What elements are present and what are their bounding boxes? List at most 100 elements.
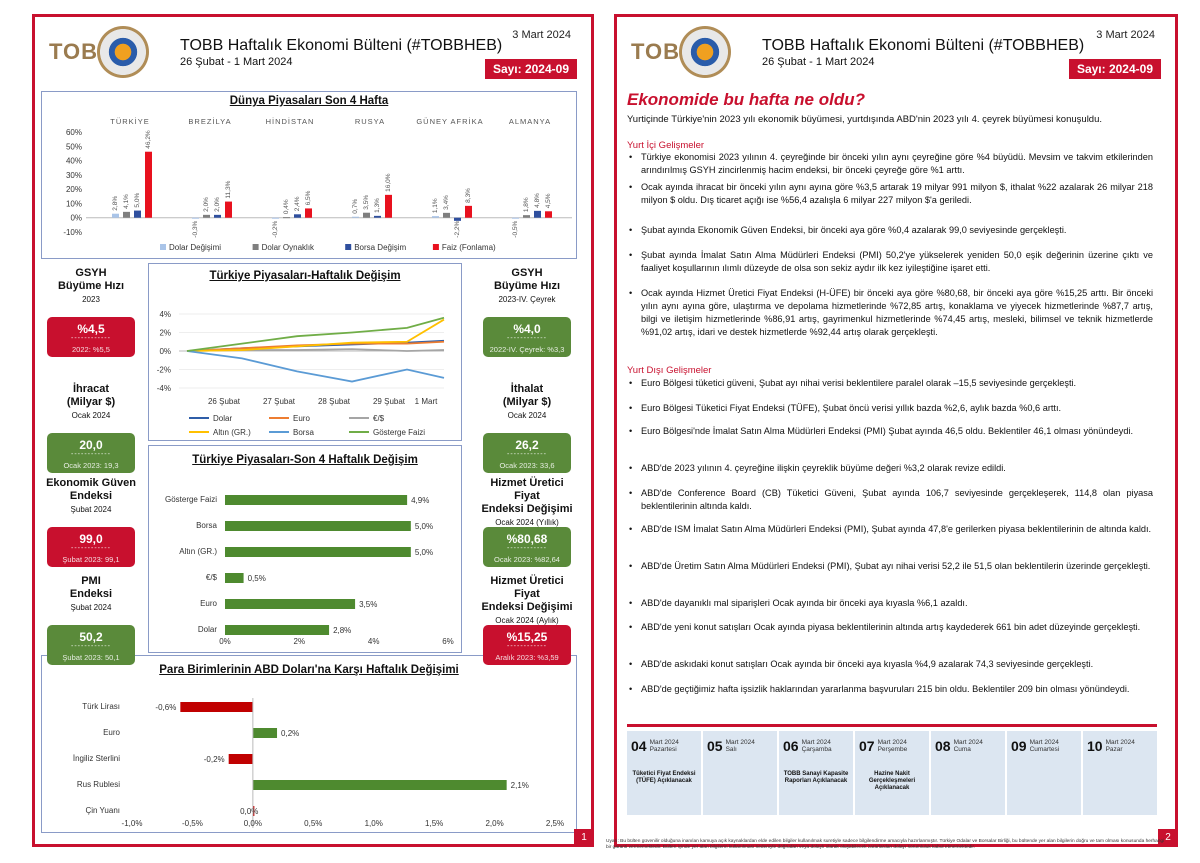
tobb-logo <box>679 26 731 78</box>
x-tick-label: -1,0% <box>122 819 143 828</box>
data-label: 3,5% <box>359 600 377 609</box>
bar <box>374 215 381 218</box>
currency-chart-svg: Türk Lirası -0,6% Euro 0,2% İngiliz Sterlini… <box>73 698 564 828</box>
day-month: Mart 2024 Cuma <box>954 739 983 753</box>
calendar-day: 09 Mart 2024 Cumartesi <box>1007 731 1081 815</box>
legend-label: Faiz (Fonlama) <box>442 243 496 252</box>
stat-card: %80,68 ------------ Ocak 2023: %82,64 <box>483 527 571 567</box>
data-label: -0,6% <box>155 703 176 712</box>
data-label: 6,5% <box>305 190 312 205</box>
data-label: 5,0% <box>415 548 433 557</box>
bar <box>192 217 199 219</box>
category-label: Euro <box>103 728 120 737</box>
bar <box>305 208 312 218</box>
bar <box>545 211 552 218</box>
country-label: GÜNEY AFRİKA <box>416 117 483 126</box>
x-tick-label: 26 Şubat <box>208 397 241 406</box>
category-label: İngiliz Sterlini <box>73 754 120 763</box>
chart-title: Para Birimlerinin ABD Doları'na Karşı Ha… <box>159 664 459 676</box>
data-label: 2,0% <box>214 197 221 212</box>
bar <box>523 215 530 218</box>
stat-title: GSYH <box>511 267 543 279</box>
data-label: 0,5% <box>248 574 266 583</box>
stat-previous: Aralık 2023: %3,59 <box>495 653 559 662</box>
stat-title-2: Büyüme Hızı <box>57 280 124 292</box>
stat-title: Hizmet Üretici Fiyat <box>490 575 564 600</box>
data-label: 3,5% <box>363 195 370 210</box>
stat-card: %4,0 ------------ 2022-IV. Çeyrek: %3,3 <box>483 317 571 357</box>
legend-label: Dolar Oynaklık <box>262 243 315 252</box>
bar <box>203 214 210 218</box>
stat-title-2: Endeksi Değişimi <box>481 601 573 613</box>
data-label: 2,0% <box>203 197 210 212</box>
stat-heading: İhracat (Milyar $) Ocak 2024 <box>45 383 137 422</box>
series-line <box>186 316 445 352</box>
stat-title-2: (Milyar $) <box>502 396 552 408</box>
stat-period: Ocak 2024 <box>507 411 547 420</box>
stat-heading: İthalat (Milyar $) Ocak 2024 <box>481 383 573 422</box>
bullet-item: ABD'de dayanıklı mal siparişleri Ocak ay… <box>629 597 1153 610</box>
bar <box>294 214 301 218</box>
bar <box>225 573 244 583</box>
day-month: Mart 2024 Cumartesi <box>1030 739 1060 753</box>
bullet-item: ABD'de Conference Board (CB) Tüketici Gü… <box>629 487 1153 513</box>
month-year: Mart 2024 <box>877 739 907 746</box>
data-label: 4,9% <box>411 496 429 505</box>
day-number: 05 <box>707 738 723 754</box>
data-label: 1,8% <box>523 197 530 212</box>
country-label: TÜRKİYE <box>110 117 150 126</box>
x-tick-label: 2% <box>294 637 306 646</box>
weekday: Pazartesi <box>649 746 677 753</box>
bulletin-page-1: TOBB TOBB Haftalık Ekonomi Bülteni (#TOB… <box>32 14 594 847</box>
x-tick-label: 1 Mart <box>415 397 438 406</box>
stat-previous: Ocak 2023: %82,64 <box>494 555 560 564</box>
weekday: Perşembe <box>877 746 908 753</box>
bullet-item: ABD'de Üretim Satın Alma Müdürleri Endek… <box>629 560 1153 573</box>
day-month: Mart 2024 Perşembe <box>878 739 908 753</box>
stat-value: %4,5 <box>77 322 105 336</box>
summary-text: Yurtiçinde Türkiye'nin 2023 yılı ekonomi… <box>627 114 1103 125</box>
day-number: 06 <box>783 738 799 754</box>
divider: ------------ <box>71 451 111 458</box>
x-tick-label: 27 Şubat <box>263 397 296 406</box>
data-label: 4,1% <box>123 194 130 209</box>
stat-title: İhracat <box>72 383 110 395</box>
issue-badge: Sayı: 2024-09 <box>484 59 577 79</box>
data-label: -2,2% <box>454 220 461 237</box>
month-year: Mart 2024 <box>801 739 831 746</box>
day-month: Mart 2024 Çarşamba <box>802 739 832 753</box>
x-tick-label: 4% <box>368 637 380 646</box>
foreign-section-title: Yurt Dışı Gelişmeler <box>627 365 712 376</box>
bar <box>465 205 472 218</box>
stat-title-2: (Milyar $) <box>66 396 116 408</box>
divider: ------------ <box>507 643 547 650</box>
bullet-item: ABD'de askıdaki konut satışları Ocak ayı… <box>629 658 1153 671</box>
stat-value: 99,0 <box>79 532 103 546</box>
y-tick-label: 4% <box>159 310 171 319</box>
stat-title: PMI <box>81 575 101 587</box>
stat-heading: PMI Endeksi Şubat 2024 <box>45 575 137 614</box>
category-label: Euro <box>200 599 217 608</box>
category-label: Gösterge Faizi <box>165 495 217 504</box>
legend-swatch <box>252 244 259 250</box>
stat-heading: GSYH Büyüme Hızı 2023 <box>45 267 137 306</box>
data-label: 2,8% <box>333 626 351 635</box>
bar <box>385 194 392 218</box>
tobb-logo <box>97 26 149 78</box>
bar <box>225 495 408 505</box>
divider: ------------ <box>71 643 111 650</box>
issue-badge: Sayı: 2024-09 <box>1068 59 1161 79</box>
hbar-chart-svg: Gösterge Faizi 4,9% Borsa 5,0% Altın (GR.) 5,… <box>165 495 454 646</box>
bullet-item: Euro Bölgesi tüketici güveni, Şubat ayı … <box>629 377 1153 390</box>
stat-previous: 2022: %5,5 <box>72 345 110 354</box>
data-label: 2,8% <box>112 196 119 211</box>
category-label: Dolar <box>198 625 217 634</box>
data-label: -0,2% <box>272 220 279 237</box>
data-label: 46,2% <box>145 130 152 149</box>
stat-heading: GSYH Büyüme Hızı 2023-IV. Çeyrek <box>481 267 573 306</box>
bullet-item: Ocak ayında ihracat bir önceki yılın ayn… <box>629 181 1153 207</box>
data-label: 8,3% <box>465 188 472 203</box>
x-tick-label: 0% <box>219 637 231 646</box>
legend-label: Dolar Değişimi <box>169 243 221 252</box>
bar <box>252 780 507 790</box>
